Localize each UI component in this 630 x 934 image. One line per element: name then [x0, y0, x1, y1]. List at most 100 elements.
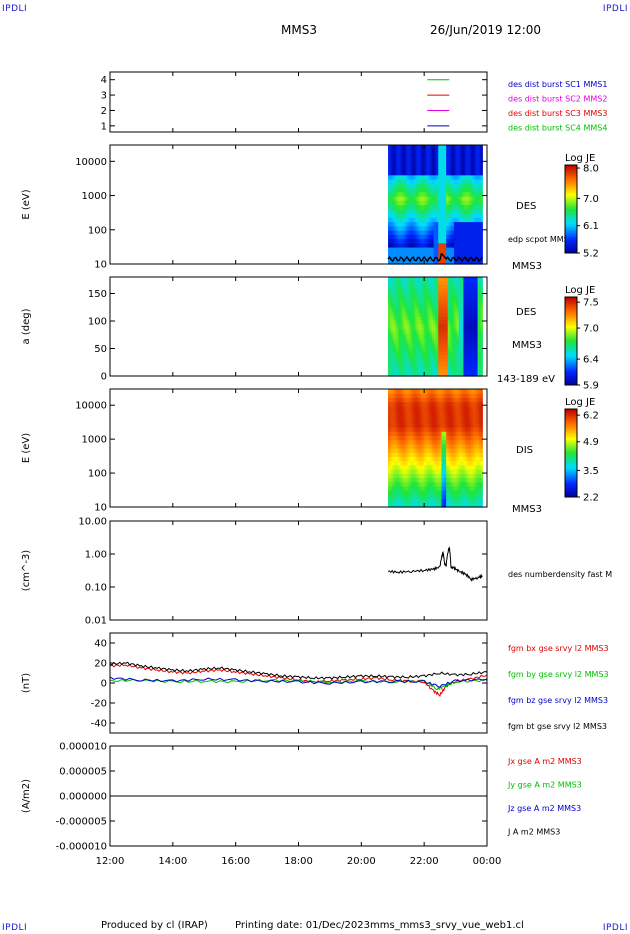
des-pitch-angle-heatmap-cell — [435, 308, 438, 313]
dis-energy-heatmap-cell — [424, 435, 427, 441]
dis-energy-heatmap-cell — [402, 464, 405, 470]
des-pitch-angle-heatmap-cell — [392, 298, 395, 303]
des-energy-heatmap-cell — [408, 162, 411, 167]
des-pitch-angle-heatmap-cell — [474, 340, 477, 345]
des-energy-heatmap-cell — [455, 217, 458, 223]
des-energy-heatmap-cell — [443, 149, 446, 155]
des-energy-colorbar-frame — [564, 164, 578, 254]
dis-energy-heatmap-cell — [391, 481, 394, 487]
dis-energy-heatmap-cell — [452, 494, 455, 500]
des-pitch-angle-heatmap-cell — [480, 287, 483, 292]
dis-energy-heatmap-cell — [405, 469, 408, 474]
des-energy-heatmap-cell — [424, 259, 427, 265]
des-energy-heatmap-cell — [469, 238, 472, 244]
dis-energy-heatmap-cell — [394, 426, 397, 432]
dis-energy-heatmap-cell — [413, 439, 416, 445]
dis-energy-heatmap-cell — [455, 490, 458, 495]
des-pitch-angle-heatmap-cell — [480, 322, 483, 328]
des-energy-heatmap-cell — [479, 174, 482, 180]
dis-energy-heatmap-cell — [419, 448, 422, 453]
des-pitch-angle-heatmap-cell — [403, 305, 406, 310]
des-pitch-angle-heatmap-cell — [465, 330, 468, 335]
des-pitch-angle-heatmap-cell — [460, 277, 463, 282]
des-energy-heatmap-cell — [449, 179, 452, 184]
des-energy-heatmap-cell — [458, 191, 461, 197]
dis-energy-heatmap-cell — [421, 393, 424, 399]
dis-energy-heatmap-cell — [444, 481, 447, 487]
des-pitch-angle-heatmap-cell — [416, 308, 419, 313]
des-pitch-angle-heatmap-cell — [428, 277, 432, 282]
des-pitch-angle-heatmap-cell — [414, 372, 417, 377]
des-pitch-angle-heatmap-cell — [480, 368, 483, 374]
des-energy-heatmap-cell — [438, 255, 441, 261]
des-pitch-angle-heatmap-cell — [443, 326, 446, 331]
des-pitch-angle-heatmap-cell — [444, 330, 447, 335]
des-pitch-angle-heatmap-cell — [406, 291, 410, 296]
dis-energy-heatmap-cell — [421, 485, 424, 491]
des-energy-heatmap-cell — [395, 196, 399, 201]
dis-energy-heatmap-cell — [449, 452, 452, 458]
des-energy-heatmap-cell — [432, 157, 435, 163]
des-energy-heatmap-cell — [392, 234, 395, 240]
des-energy-heatmap-cell — [391, 166, 394, 172]
des-pitch-angle-heatmap-cell — [472, 305, 476, 310]
des-pitch-angle-heatmap-cell — [471, 344, 474, 349]
dis-energy-heatmap-cell — [405, 477, 408, 483]
des-pitch-angle-heatmap-cell — [435, 287, 438, 292]
dis-energy-heatmap-cell — [402, 439, 405, 445]
des-energy-heatmap-cell — [449, 259, 452, 265]
dis-energy-heatmap-cell — [433, 439, 436, 445]
des-energy-heatmap-cell — [479, 157, 482, 163]
des-energy-heatmap-cell — [468, 238, 471, 244]
des-energy-heatmap-cell — [425, 166, 428, 172]
dis-energy-heatmap-cell — [460, 401, 463, 407]
des-pitch-angle-heatmap-cell — [389, 315, 392, 321]
des-pitch-angle-heatmap-cell — [419, 358, 422, 363]
des-energy-heatmap-cell — [454, 217, 457, 223]
dis-energy-heatmap-cell — [410, 401, 413, 407]
des-energy-colorbar-cell — [565, 217, 577, 221]
dis-energy-heatmap-cell — [441, 490, 444, 495]
des-energy-heatmap-cell — [472, 174, 476, 180]
des-energy-heatmap-cell — [392, 208, 395, 214]
des-energy-colorbar-cell — [565, 202, 577, 206]
des-pitch-angle-heatmap-cell — [446, 305, 449, 310]
des-energy-heatmap-cell — [389, 204, 392, 210]
dis-energy-heatmap-cell — [443, 460, 446, 466]
des-pitch-angle-heatmap-cell — [432, 365, 435, 370]
dis-energy-heatmap-cell — [432, 443, 435, 449]
des-energy-heatmap-cell — [438, 183, 441, 189]
des-pitch-angle-heatmap-cell — [441, 319, 444, 324]
des-energy-heatmap-cell — [411, 230, 414, 235]
dis-energy-heatmap-cell — [417, 485, 421, 491]
dis-energy-heatmap-cell — [432, 426, 435, 432]
des-energy-heatmap-cell — [403, 225, 406, 231]
dis-energy-heatmap-cell — [443, 431, 446, 436]
dis-energy-heatmap-cell — [449, 426, 452, 432]
des-energy-heatmap-cell — [480, 157, 483, 163]
des-pitch-angle-heatmap-cell — [474, 277, 477, 282]
des-pitch-angle-heatmap-cell — [414, 305, 417, 310]
des-energy-heatmap-cell — [461, 255, 465, 261]
dis-energy-heatmap-cell — [421, 481, 424, 487]
des-energy-colorbar-cell — [565, 200, 577, 203]
des-energy-heatmap-cell — [410, 204, 413, 210]
des-energy-heatmap-cell — [446, 196, 449, 201]
des-pitch-angle-heatmap-cell — [405, 340, 408, 345]
dis-energy-heatmap-cell — [454, 456, 457, 462]
dis-energy-heatmap-cell — [466, 443, 469, 449]
dis-energy-heatmap-cell — [435, 431, 438, 436]
des-energy-heatmap-cell — [416, 157, 419, 163]
dis-energy-heatmap-cell — [430, 443, 433, 449]
dis-energy-heatmap-cell — [444, 439, 447, 445]
dis-energy-heatmap-cell — [392, 389, 395, 394]
des-pitch-angle-heatmap-cell — [417, 322, 421, 328]
des-pitch-angle-heatmap-cell — [461, 368, 465, 374]
dis-energy-heatmap-cell — [447, 456, 450, 462]
dis-energy-heatmap-cell — [446, 494, 449, 500]
des-energy-colorbar-cell — [565, 171, 577, 175]
des-energy-heatmap-cell — [403, 204, 406, 210]
des-energy-heatmap-cell — [447, 174, 450, 180]
des-pitch-angle-heatmap-cell — [472, 308, 476, 313]
des-pitch-angle-heatmap-cell — [411, 340, 414, 345]
